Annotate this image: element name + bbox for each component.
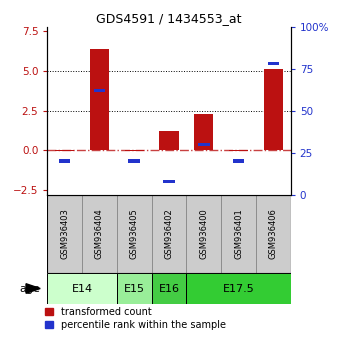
Text: GSM936401: GSM936401 xyxy=(234,208,243,259)
Bar xyxy=(256,195,291,273)
Bar xyxy=(229,150,248,152)
Polygon shape xyxy=(26,284,40,293)
Text: GSM936400: GSM936400 xyxy=(199,208,208,259)
Text: GSM936406: GSM936406 xyxy=(269,208,278,259)
Title: GDS4591 / 1434553_at: GDS4591 / 1434553_at xyxy=(96,12,242,25)
Bar xyxy=(117,195,152,273)
Bar xyxy=(194,114,213,150)
Bar xyxy=(47,273,117,304)
Bar xyxy=(152,273,186,304)
Text: E15: E15 xyxy=(124,284,145,293)
Bar xyxy=(94,89,105,92)
Text: GSM936403: GSM936403 xyxy=(60,208,69,259)
Bar xyxy=(186,273,291,304)
Bar xyxy=(55,150,74,152)
Bar xyxy=(198,143,210,146)
Bar xyxy=(47,195,82,273)
Bar xyxy=(186,195,221,273)
Bar xyxy=(59,159,70,163)
Legend: transformed count, percentile rank within the sample: transformed count, percentile rank withi… xyxy=(45,307,226,330)
Bar xyxy=(233,159,244,163)
Bar xyxy=(128,159,140,163)
Bar xyxy=(90,49,109,150)
Bar xyxy=(152,195,186,273)
Text: GSM936405: GSM936405 xyxy=(130,208,139,259)
Text: E17.5: E17.5 xyxy=(223,284,255,293)
Text: E14: E14 xyxy=(72,284,93,293)
Text: age: age xyxy=(20,284,41,293)
Bar xyxy=(125,150,144,152)
Bar xyxy=(264,69,283,150)
Bar xyxy=(160,131,178,150)
Bar xyxy=(163,179,175,183)
Bar xyxy=(221,195,256,273)
Bar xyxy=(82,195,117,273)
Bar xyxy=(268,62,279,65)
Text: GSM936402: GSM936402 xyxy=(165,208,173,259)
Text: GSM936404: GSM936404 xyxy=(95,208,104,259)
Text: E16: E16 xyxy=(159,284,179,293)
Bar xyxy=(117,273,152,304)
